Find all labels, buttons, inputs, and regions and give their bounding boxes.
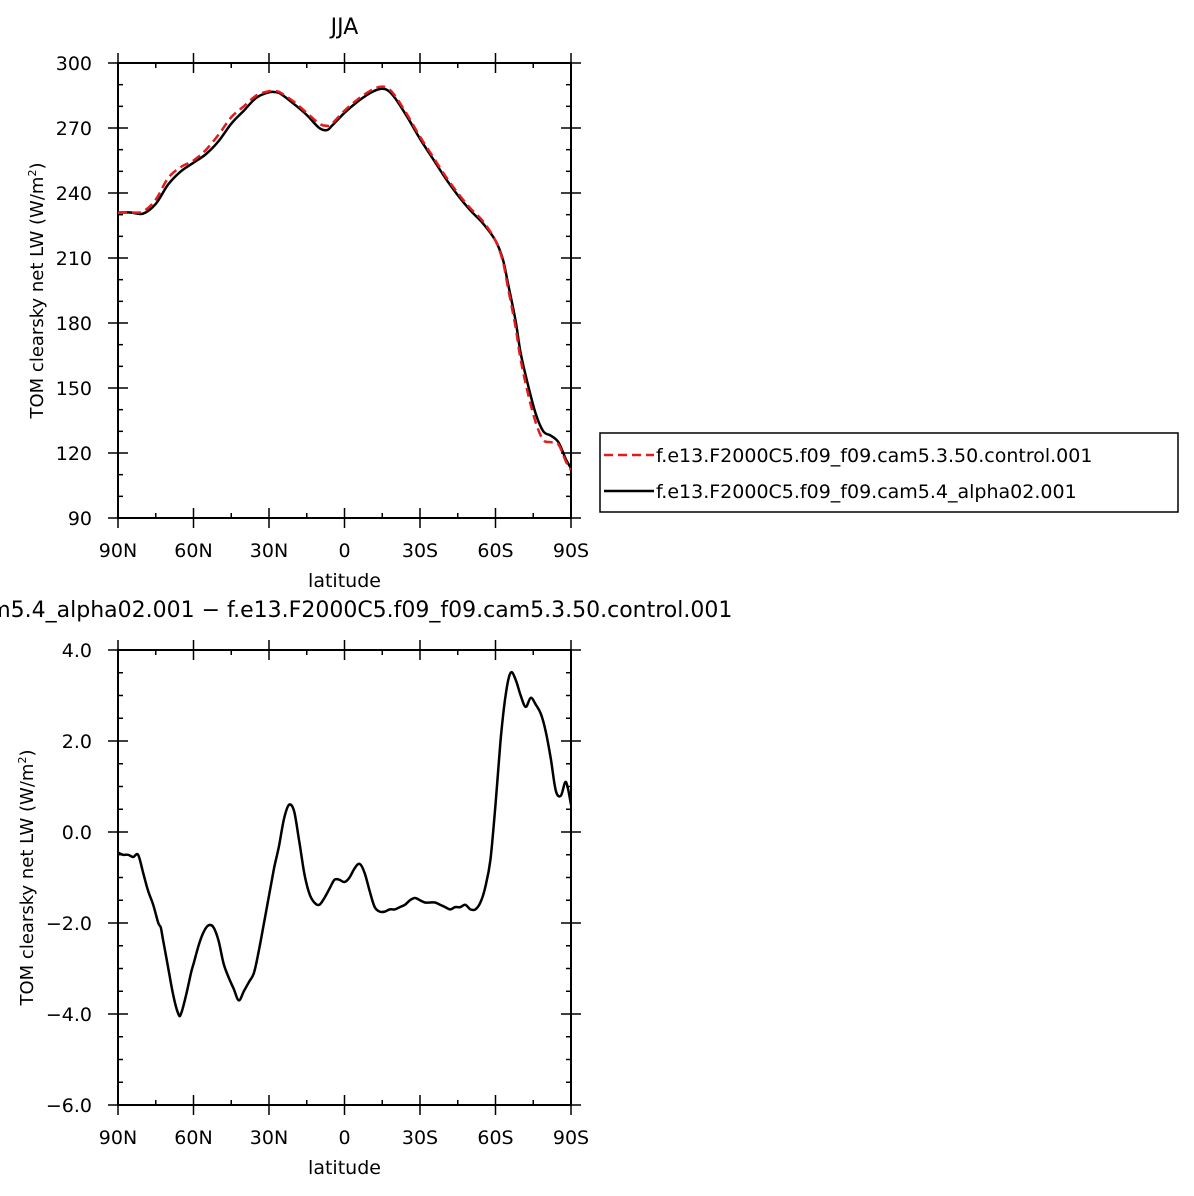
x-tick-label: 0 (338, 1127, 350, 1149)
x-tick-label: 30N (250, 1127, 288, 1149)
chart-panel-1: JJA 90N 60N 30N 0 30S 60S 90S 90 120 150 180 210 240 2… (56, 15, 1179, 592)
x-tick-label: 60S (477, 1127, 513, 1149)
y-tick-label: 90 (68, 508, 92, 530)
y-tick-label: 270 (56, 118, 92, 140)
y-tick-label: −4.0 (46, 1004, 92, 1026)
legend-box (599, 432, 1179, 513)
y-axis-label: TOM clearsky net LW (W/m2) (26, 163, 48, 420)
y-tick-label: 150 (56, 378, 92, 400)
y-tick-label: −6.0 (46, 1095, 92, 1117)
plot-frame (117, 62, 572, 519)
x-tick-label: 90N (99, 1127, 137, 1149)
x-axis-label: latitude (308, 1157, 381, 1179)
chart-panel-2: .cam5.4_alpha02.001 − f.e13.F2000C5.f09_… (0, 598, 732, 1179)
y-axis-label: TOM clearsky net LW (W/m2) (16, 750, 38, 1007)
x-tick-label: 30S (402, 540, 438, 562)
legend-label-2: f.e13.F2000C5.f09_f09.cam5.4_alpha02.001 (656, 481, 1077, 503)
y-tick-label: 0.0 (62, 822, 92, 844)
x-tick-label: 60N (174, 540, 212, 562)
series-line-2 (118, 87, 571, 469)
y-tick-label: 120 (56, 443, 92, 465)
y-tick-label: 210 (56, 248, 92, 270)
x-tick-label: 90S (553, 1127, 589, 1149)
x-tick-label: 0 (338, 540, 350, 562)
y-tick-label: 4.0 (62, 640, 92, 662)
y-tick-label: 180 (56, 313, 92, 335)
x-tick-label: 30S (402, 1127, 438, 1149)
x-tick-label: 30N (250, 540, 288, 562)
legend-label-1: f.e13.F2000C5.f09_f09.cam5.3.50.control.… (656, 445, 1092, 467)
series-line-1 (118, 670, 571, 1018)
series-line-1 (118, 85, 571, 471)
chart-title: JJA (329, 15, 359, 40)
x-tick-label: 60N (174, 1127, 212, 1149)
x-tick-label: 60S (477, 540, 513, 562)
y-tick-label: 240 (56, 183, 92, 205)
x-tick-label: 90N (99, 540, 137, 562)
x-axis-label: latitude (308, 570, 381, 592)
chart-title: .cam5.4_alpha02.001 − f.e13.F2000C5.f09_… (0, 598, 732, 623)
y-tick-label: 300 (56, 53, 92, 75)
x-tick-label: 90S (553, 540, 589, 562)
y-tick-label: −2.0 (46, 913, 92, 935)
y-tick-label: 2.0 (62, 731, 92, 753)
